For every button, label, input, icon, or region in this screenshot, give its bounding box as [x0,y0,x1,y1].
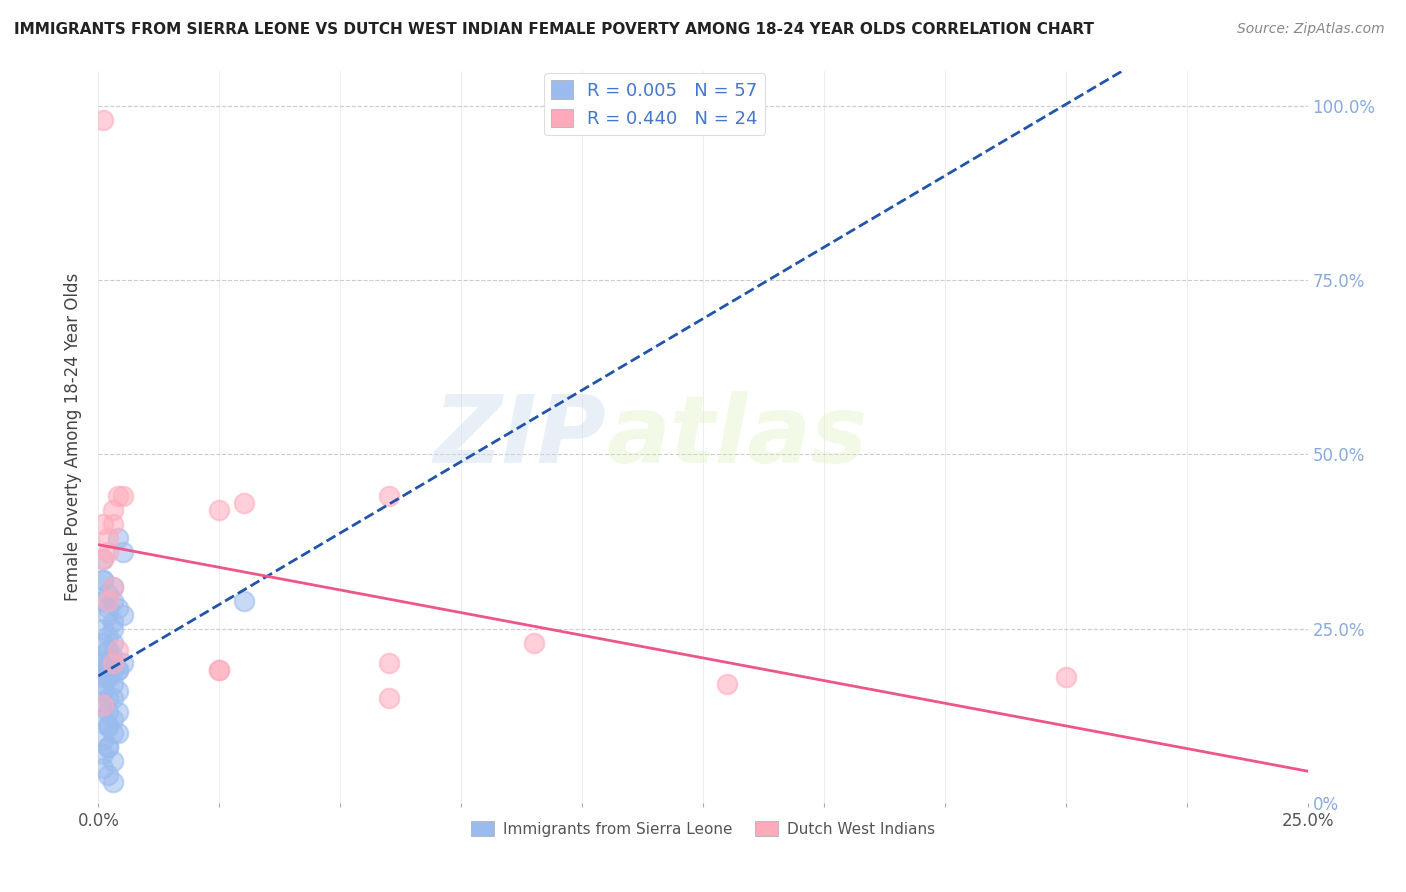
Point [208,664,231,678]
Point [523,635,546,649]
Point [111,657,134,671]
Point [377,489,399,503]
Point [232,594,254,608]
Point [101,615,124,629]
Point [1054,670,1077,684]
Point [97,670,120,684]
Point [101,649,124,664]
Point [91,517,114,532]
Point [107,684,129,698]
Point [97,594,120,608]
Point [91,670,114,684]
Point [91,747,114,761]
Point [97,545,120,559]
Point [97,600,120,615]
Point [91,698,114,713]
Point [91,635,114,649]
Point [377,657,399,671]
Point [97,657,120,671]
Text: atlas: atlas [606,391,868,483]
Point [97,642,120,657]
Point [97,705,120,719]
Point [91,698,114,713]
Point [107,726,129,740]
Text: IMMIGRANTS FROM SIERRA LEONE VS DUTCH WEST INDIAN FEMALE POVERTY AMONG 18-24 YEA: IMMIGRANTS FROM SIERRA LEONE VS DUTCH WE… [14,22,1094,37]
Point [111,489,134,503]
Point [91,733,114,747]
Point [101,691,124,706]
Point [101,657,124,671]
Point [101,726,124,740]
Point [111,607,134,622]
Point [107,531,129,545]
Point [377,691,399,706]
Point [91,552,114,566]
Point [107,664,129,678]
Point [97,642,120,657]
Point [101,594,124,608]
Point [101,635,124,649]
Point [101,517,124,532]
Point [107,600,129,615]
Point [101,580,124,594]
Point [97,740,120,755]
Point [91,622,114,636]
Point [97,768,120,782]
Point [91,712,114,726]
Point [101,677,124,691]
Legend: Immigrants from Sierra Leone, Dutch West Indians: Immigrants from Sierra Leone, Dutch West… [464,814,942,843]
Y-axis label: Female Poverty Among 18-24 Year Olds: Female Poverty Among 18-24 Year Olds [65,273,83,601]
Point [101,580,124,594]
Text: Source: ZipAtlas.com: Source: ZipAtlas.com [1237,22,1385,37]
Point [97,740,120,755]
Point [101,503,124,517]
Point [97,719,120,733]
Point [107,489,129,503]
Point [91,573,114,587]
Point [91,113,114,128]
Point [91,552,114,566]
Point [97,657,120,671]
Point [97,531,120,545]
Point [91,594,114,608]
Point [91,657,114,671]
Point [91,761,114,775]
Point [91,657,114,671]
Point [91,684,114,698]
Point [91,573,114,587]
Point [101,622,124,636]
Point [97,587,120,601]
Point [208,503,231,517]
Point [91,677,114,691]
Point [101,664,124,678]
Point [208,664,231,678]
Point [97,629,120,643]
Point [101,712,124,726]
Point [97,607,120,622]
Point [97,691,120,706]
Point [97,670,120,684]
Point [111,545,134,559]
Point [107,642,129,657]
Point [716,677,738,691]
Point [101,775,124,789]
Point [97,719,120,733]
Point [107,705,129,719]
Text: ZIP: ZIP [433,391,606,483]
Point [232,496,254,510]
Point [107,664,129,678]
Point [101,754,124,768]
